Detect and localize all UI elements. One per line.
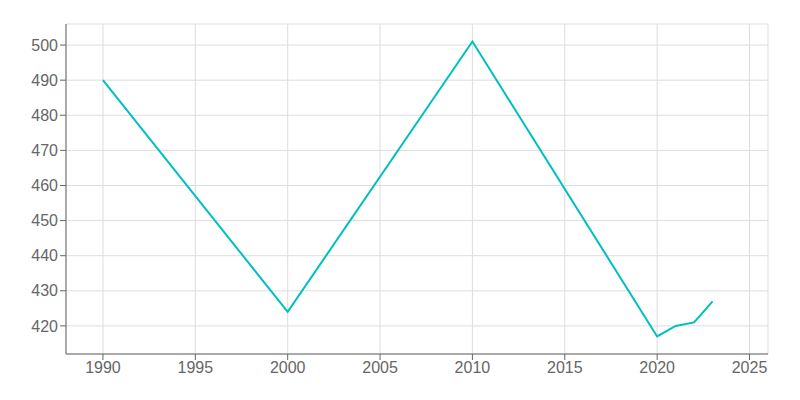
svg-text:440: 440 [31, 247, 58, 264]
svg-text:460: 460 [31, 177, 58, 194]
svg-text:480: 480 [31, 107, 58, 124]
svg-text:1990: 1990 [85, 359, 121, 376]
svg-text:2000: 2000 [270, 359, 306, 376]
svg-text:2020: 2020 [639, 359, 675, 376]
svg-text:420: 420 [31, 318, 58, 335]
svg-text:490: 490 [31, 72, 58, 89]
svg-text:470: 470 [31, 142, 58, 159]
svg-text:2005: 2005 [362, 359, 398, 376]
svg-text:2010: 2010 [455, 359, 491, 376]
svg-text:500: 500 [31, 37, 58, 54]
svg-text:2015: 2015 [547, 359, 583, 376]
svg-text:2025: 2025 [732, 359, 768, 376]
svg-text:450: 450 [31, 212, 58, 229]
svg-text:430: 430 [31, 282, 58, 299]
svg-text:1995: 1995 [178, 359, 214, 376]
